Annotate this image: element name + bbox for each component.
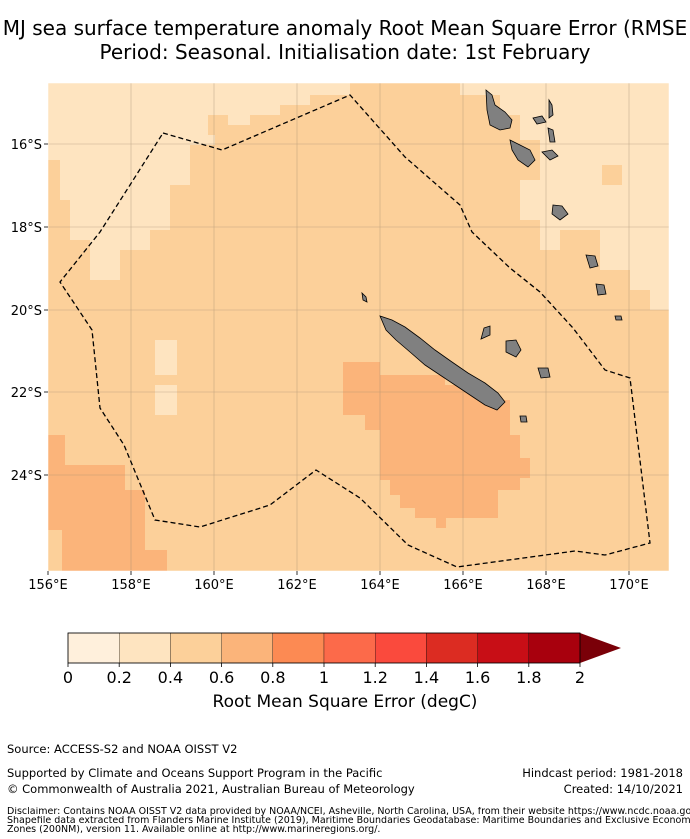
colorbar-extend-arrow: [580, 633, 621, 663]
colorbar-swatch: [170, 632, 222, 664]
supported-text: Supported by Climate and Oceans Support …: [7, 766, 383, 780]
lon-ticks: [47, 571, 630, 575]
colorbar-tick-label: 0: [63, 668, 73, 687]
created-text: Created: 14/10/2021: [563, 782, 683, 796]
colorbar-swatch: [528, 632, 581, 664]
vanuatu-island-3: [541, 149, 559, 161]
disclaimer-line-1: Disclaimer: Contains NOAA OISST V2 data …: [7, 807, 690, 817]
isle-of-pines: [519, 415, 528, 423]
map-title: MJ sea surface temperature anomaly Root …: [0, 16, 690, 64]
loyalty-island-3: [480, 325, 491, 340]
lat-label-20s: 20°S: [11, 304, 42, 319]
colorbar-swatch: [426, 632, 478, 664]
vanuatu-island-2: [509, 139, 536, 168]
rmse-low-patch-1: [155, 340, 177, 375]
colorbar-swatch: [323, 632, 376, 664]
colorbar-swatch: [67, 632, 120, 664]
colorbar-swatch: [272, 632, 325, 664]
colorbar-swatch: [375, 632, 427, 664]
rmse-mid-patch-2: [208, 115, 228, 135]
title-line-1: MJ sea surface temperature anomaly Root …: [2, 16, 688, 40]
colorbar-tick-label: 1.6: [465, 668, 490, 687]
new-caledonia-island: [379, 315, 506, 411]
rmse-low-patch-northeast: [460, 83, 669, 310]
colorbar-tick-label: 0.6: [209, 668, 234, 687]
colorbar-tick-label: 0.4: [158, 668, 183, 687]
colorbar: 0 0.2 0.4 0.6 0.8 1 1.2 1.4 1.6 1.8 2: [63, 632, 621, 687]
lat-label-18s: 18°S: [11, 221, 42, 236]
lat-label-22s: 22°S: [11, 386, 42, 401]
vanuatu-island-7: [551, 204, 569, 221]
colorbar-tick-label: 1: [319, 668, 329, 687]
colorbar-swatch: [477, 632, 529, 664]
vanuatu-island-10: [614, 315, 623, 321]
vanuatu-island-5: [548, 98, 554, 119]
rmse-low-patch-north: [48, 83, 350, 280]
copyright-text: © Commonwealth of Australia 2021, Austra…: [7, 782, 415, 796]
disclaimer-line-3: Zones (200NM), version 11. Available onl…: [7, 825, 381, 835]
lon-label-158e: 158°E: [111, 578, 151, 593]
colorbar-label: Root Mean Square Error (degC): [212, 692, 478, 712]
landmasses: [361, 89, 623, 423]
map-panel: [47, 82, 670, 572]
lon-label-162e: 162°E: [277, 578, 317, 593]
source-text: Source: ACCESS-S2 and NOAA OISST V2: [7, 742, 238, 756]
disclaimer-line-2: Shapefile data extracted from Flanders M…: [7, 816, 690, 826]
lat-ticks: [44, 143, 48, 476]
lon-label-166e: 166°E: [443, 578, 483, 593]
map-frame: [47, 82, 670, 572]
vanuatu-island-8: [585, 254, 599, 269]
colorbar-swatch: [221, 632, 273, 664]
lon-label-156e: 156°E: [28, 578, 68, 593]
eez-boundary: [59, 94, 651, 568]
lon-label-170e: 170°E: [609, 578, 649, 593]
rmse-high-patch-southwest: [48, 435, 167, 571]
loyalty-island-1: [505, 339, 522, 358]
colorbar-tick-label: 0.2: [106, 668, 131, 687]
graticule: [48, 83, 669, 571]
lat-label-24s: 24°S: [11, 469, 42, 484]
lon-label-168e: 168°E: [526, 578, 566, 593]
colorbar-tick-label: 1.8: [516, 668, 541, 687]
hindcast-text: Hindcast period: 1981-2018: [522, 766, 683, 780]
colorbar-tick-label: 0.8: [260, 668, 285, 687]
rmse-mid-patch-1: [602, 165, 622, 185]
colorbar-tick-label: 1.2: [362, 668, 387, 687]
lat-label-16s: 16°S: [11, 138, 42, 153]
lon-label-164e: 164°E: [360, 578, 400, 593]
colorbar-tick-label: 2: [575, 668, 585, 687]
loyalty-island-2: [537, 367, 551, 379]
rmse-low-patch-2: [155, 385, 177, 415]
vanuatu-island-6: [547, 127, 556, 143]
colorbar-swatch: [119, 632, 171, 664]
colorbar-tick-label: 1.4: [414, 668, 439, 687]
vanuatu-island-4: [532, 115, 547, 125]
vanuatu-island-9: [595, 283, 607, 296]
lon-label-160e: 160°E: [194, 578, 234, 593]
belep-islet: [361, 291, 368, 303]
title-line-2: Period: Seasonal. Initialisation date: 1…: [99, 40, 591, 64]
vanuatu-island-1: [485, 89, 513, 131]
